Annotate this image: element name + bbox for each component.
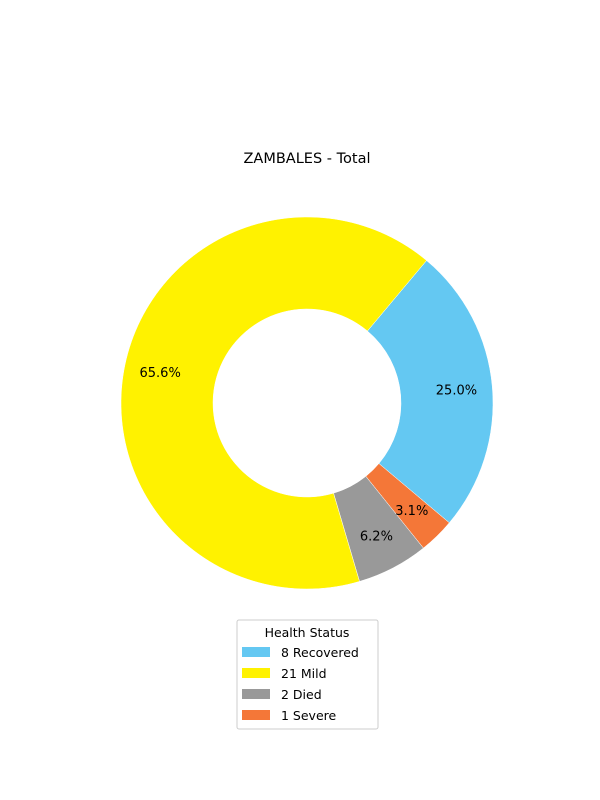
legend-label-died: 2 Died: [281, 687, 322, 702]
pct-label-recovered: 25.0%: [436, 384, 477, 399]
legend-frame: [236, 619, 379, 730]
legend-swatch-severe: [242, 710, 270, 720]
legend-label-mild: 21 Mild: [281, 666, 327, 681]
slice-recovered: [367, 260, 494, 524]
legend-swatch-mild: [242, 668, 270, 678]
pct-label-mild: 65.6%: [140, 366, 181, 381]
legend: Health Status 8 Recovered 21 Mild 2 Died 1 …: [236, 619, 379, 730]
slice-mild: [120, 216, 427, 590]
chart-title: ZAMBALES - Total: [244, 151, 371, 167]
pct-label-died: 6.2%: [360, 529, 393, 544]
legend-label-recovered: 8 Recovered: [281, 645, 359, 660]
pct-label-severe: 3.1%: [395, 504, 428, 519]
donut-slices: [120, 216, 494, 590]
percentage-labels: 25.0% 3.1%6.2% 65.6%: [140, 366, 478, 545]
legend-swatch-died: [242, 689, 270, 699]
legend-label-severe: 1 Severe: [281, 708, 337, 723]
legend-title: Health Status: [265, 625, 350, 640]
legend-swatch-recovered: [242, 647, 270, 657]
legend-items: 8 Recovered 21 Mild 2 Died 1 Severe: [242, 645, 359, 723]
